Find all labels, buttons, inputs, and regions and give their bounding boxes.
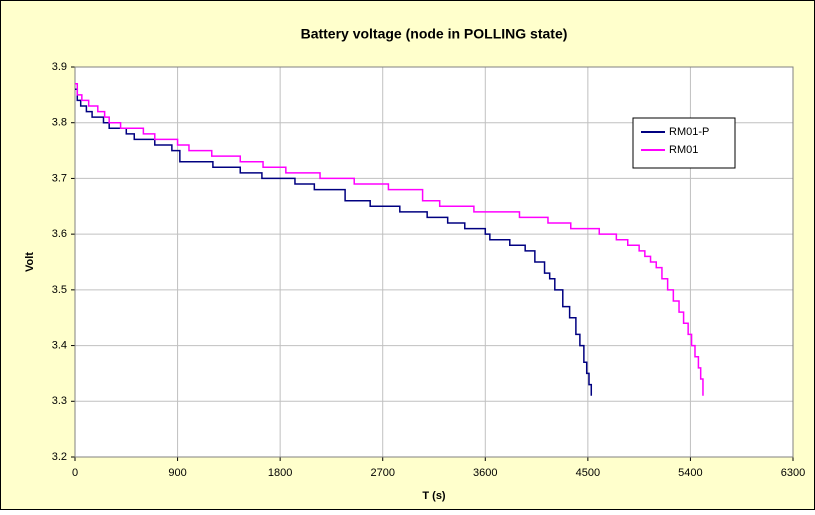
x-tick-label: 2700: [370, 467, 394, 479]
legend-label: RM01: [669, 144, 698, 156]
y-tick-label: 3.6: [52, 228, 67, 240]
plot-border: [74, 66, 794, 458]
y-tick-label: 3.4: [52, 339, 67, 351]
y-tick-label: 3.8: [52, 117, 67, 129]
x-tick-label: 900: [168, 467, 186, 479]
y-tick-label: 3.5: [52, 284, 67, 296]
y-tick-label: 3.2: [52, 451, 67, 463]
legend-label: RM01-P: [669, 126, 709, 138]
y-axis-label: Volt: [24, 252, 36, 272]
x-tick-label: 0: [72, 467, 78, 479]
series-line: [75, 82, 704, 396]
x-tick-label: 4500: [576, 467, 600, 479]
y-tick-label: 3.7: [52, 172, 67, 184]
x-axis-label: T (s): [422, 490, 446, 502]
chart-title: Battery voltage (node in POLLING state): [301, 26, 568, 42]
y-tick-label: 3.3: [52, 395, 67, 407]
legend-box: [632, 117, 736, 169]
x-tick-label: 3600: [473, 467, 497, 479]
y-tick-label: 3.9: [52, 61, 67, 73]
x-tick-label: 5400: [678, 467, 702, 479]
x-tick-label: 6300: [781, 467, 805, 479]
x-tick-label: 1800: [268, 467, 292, 479]
